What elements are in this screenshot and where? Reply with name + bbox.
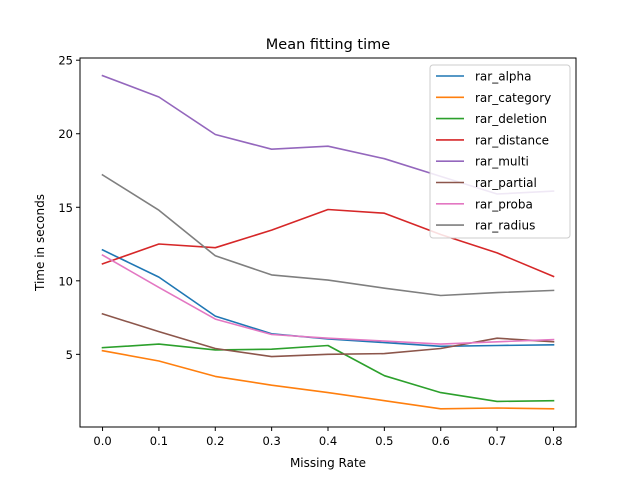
chart-title: Mean fitting time (266, 37, 390, 53)
y-tick-label: 5 (66, 348, 73, 362)
series-line-rar-category (101, 349, 555, 410)
series-line-rar-radius (101, 173, 555, 297)
y-tick-label: 20 (58, 127, 73, 141)
y-tick-label: 10 (58, 274, 73, 288)
x-tick-label: 0.3 (262, 434, 280, 448)
series-line-rar-proba (101, 254, 555, 345)
legend-label: rar_distance (475, 133, 549, 147)
legend-label: rar_multi (475, 155, 529, 169)
series-line-rar-partial (101, 312, 555, 358)
legend-label: rar_deletion (475, 112, 547, 126)
legend-label: rar_category (475, 91, 551, 105)
axis-ticks: 0.0 0.1 0.2 0.3 0.4 0.5 0.6 0.7 0.8 5 10 15 20 25 (58, 54, 562, 448)
x-tick-label: 0.2 (206, 434, 224, 448)
x-tick-label: 0.7 (488, 434, 506, 448)
x-tick-label: 0.8 (544, 434, 562, 448)
x-tick-label: 0.4 (319, 434, 337, 448)
legend-frame (429, 64, 571, 239)
legend: rar_alpha rar_category rar_deletion rar_dis… (429, 64, 571, 239)
legend-label: rar_alpha (475, 70, 531, 84)
series-line-rar-deletion (101, 343, 555, 403)
series-line-rar-distance (101, 208, 555, 278)
y-tick-label: 15 (58, 201, 73, 215)
legend-label: rar_proba (475, 197, 533, 211)
legend-label: rar_radius (475, 219, 535, 233)
x-tick-label: 0.6 (432, 434, 450, 448)
legend-label: rar_partial (475, 176, 537, 190)
x-tick-label: 0.0 (93, 434, 111, 448)
x-tick-label: 0.5 (375, 434, 393, 448)
x-tick-label: 0.1 (150, 434, 168, 448)
series-lines (101, 74, 555, 410)
y-axis-label: Time in seconds (33, 194, 47, 292)
plot-area-frame (79, 57, 577, 428)
x-axis-label: Missing Rate (290, 456, 366, 470)
y-tick-label: 25 (58, 54, 73, 68)
